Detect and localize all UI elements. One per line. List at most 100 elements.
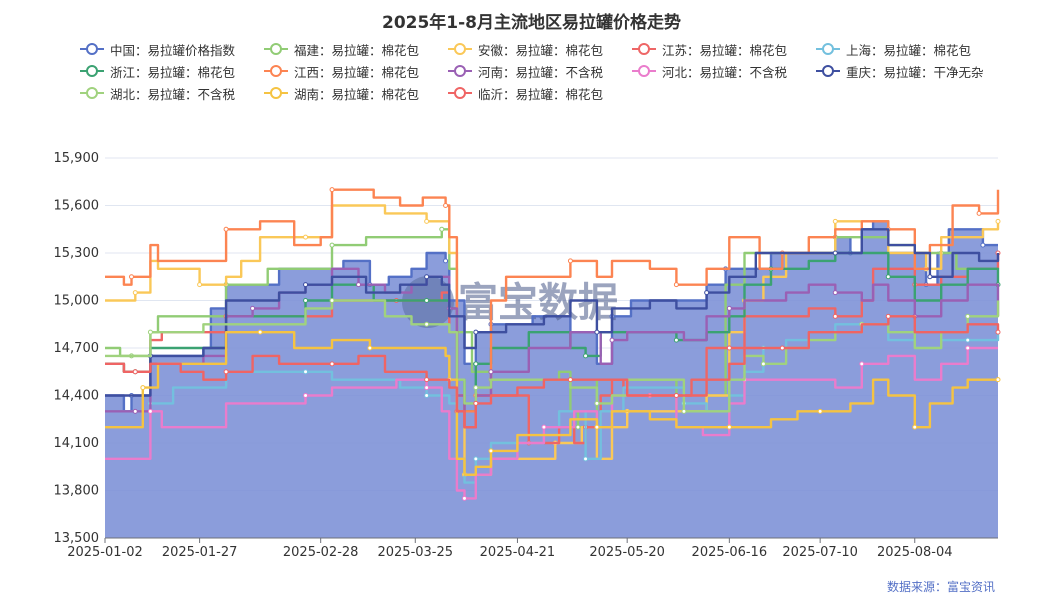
legend-swatch-icon [448,87,472,99]
legend-item[interactable]: 河南：易拉罐：不含税 [448,62,632,80]
data-point [473,329,479,335]
y-tick-label: 13,800 [54,484,100,499]
data-point [567,377,573,383]
series-line [105,346,998,500]
data-point [132,369,138,375]
data-point [995,377,1001,383]
legend-item[interactable]: 重庆：易拉罐：干净无杂 [816,62,1000,80]
legend-swatch-icon [448,65,472,77]
x-tick-label: 2025-01-02 [67,545,143,560]
data-point [927,274,933,280]
y-tick-label: 15,000 [54,294,100,309]
data-point [132,408,138,414]
data-point [912,424,918,430]
legend-label: 河南：易拉罐：不含税 [478,64,604,80]
legend-label: 安徽：易拉罐：棉花包 [478,42,604,58]
legend-swatch-icon [80,65,104,77]
data-point [473,400,479,406]
data-point [567,258,573,264]
legend-item[interactable]: 河北：易拉罐：不含税 [632,62,816,80]
data-point [197,282,203,288]
legend-item[interactable]: 福建：易拉罐：棉花包 [264,40,448,58]
source-note: 数据来源：富宝资讯 [886,580,995,594]
legend-swatch-icon [816,43,840,55]
data-point [760,361,766,367]
legend-item[interactable]: 安徽：易拉罐：棉花包 [448,40,632,58]
data-point [424,321,430,327]
data-point [832,313,838,319]
data-point [303,298,309,303]
data-point [439,226,445,232]
legend-item[interactable]: 上海：易拉罐：棉花包 [816,40,1000,58]
data-point [329,242,335,248]
data-point [443,203,449,208]
data-point [424,385,430,391]
legend: 中国：易拉罐价格指数 福建：易拉罐：棉花包 安徽：易拉罐：棉花包 江苏：易拉罐：棉花包… [80,40,1040,102]
data-point [473,456,479,462]
y-tick-label: 15,900 [54,151,100,166]
legend-swatch-icon [632,65,656,77]
data-point [257,329,263,335]
legend-label: 福建：易拉罐：棉花包 [294,42,420,58]
legend-label: 湖北：易拉罐：不含税 [110,86,236,102]
legend-swatch-icon [448,43,472,55]
legend-item[interactable]: 浙江：易拉罐：棉花包 [80,62,264,80]
x-tick-label: 2025-06-16 [692,545,768,560]
legend-item[interactable]: 江西：易拉罐：棉花包 [264,62,448,80]
data-point [726,345,732,351]
legend-label: 河北：易拉罐：不含税 [662,64,788,80]
data-point [726,305,732,311]
x-tick-label: 2025-02-28 [283,545,359,560]
data-point [673,282,679,288]
data-point [673,393,679,398]
legend-item[interactable]: 江苏：易拉罐：棉花包 [632,40,816,58]
series-12 [105,313,1001,429]
data-point [583,456,589,462]
data-point [980,242,986,248]
legend-swatch-icon [80,87,104,99]
legend-label: 浙江：易拉罐：棉花包 [110,64,236,80]
data-point [303,393,309,398]
legend-label: 上海：易拉罐：棉花包 [846,42,972,58]
data-point [424,298,430,303]
data-point [832,290,838,296]
data-point [594,329,600,335]
legend-label: 临沂：易拉罐：棉花包 [478,86,604,102]
x-tick-label: 2025-03-25 [377,545,453,560]
data-point [424,274,430,280]
legend-item[interactable]: 临沂：易拉罐：棉花包 [448,84,632,102]
data-point [965,313,971,319]
data-point [303,234,309,240]
data-point [779,345,785,351]
y-tick-label: 13,500 [54,531,100,546]
x-tick-label: 2025-08-04 [877,545,953,560]
legend-swatch-icon [632,43,656,55]
legend-label: 湖南：易拉罐：棉花包 [294,86,420,102]
data-point [976,210,982,216]
series-line [105,188,1000,413]
legend-swatch-icon [264,65,288,77]
legend-item[interactable]: 湖北：易拉罐：不含税 [80,84,264,102]
legend-item[interactable]: 中国：易拉罐价格指数 [80,40,264,58]
y-tick-label: 14,700 [54,341,100,356]
data-point [488,448,494,454]
series-11 [105,329,1001,476]
data-point [140,385,146,391]
data-point [461,495,467,501]
data-point [594,424,600,430]
chart-title: 2025年1-8月主流地区易拉罐价格走势 [381,13,682,33]
data-point [594,400,600,406]
data-point [223,226,229,232]
legend-label: 重庆：易拉罐：干净无杂 [846,64,984,80]
legend-swatch-icon [264,87,288,99]
data-point [673,337,679,343]
data-point [303,369,309,375]
data-point [832,250,838,256]
data-point [329,298,335,303]
data-point [995,329,1001,335]
legend-item[interactable]: 湖南：易拉罐：棉花包 [264,84,448,102]
data-point [885,313,891,319]
data-point [132,290,138,296]
watermark: 富宝数据 [402,276,618,328]
